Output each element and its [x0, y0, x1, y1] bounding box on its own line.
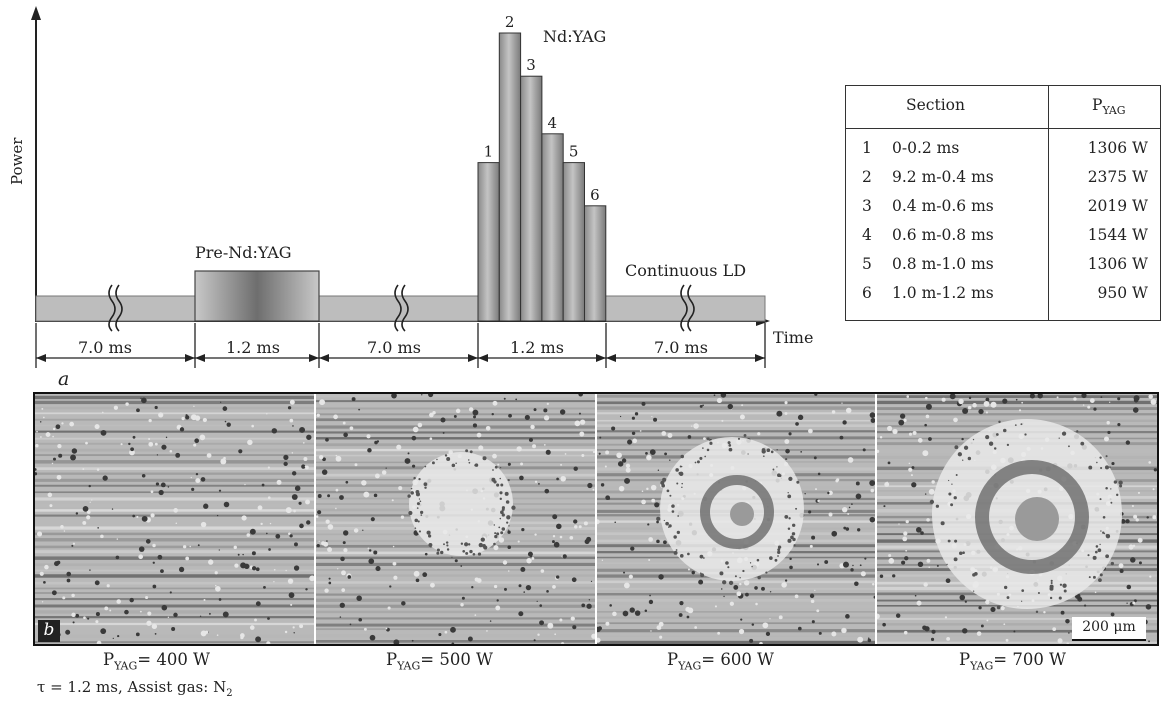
pulse-bar-1	[477, 162, 500, 322]
duration-label-4: 1.2 ms	[510, 338, 564, 357]
table-header-power-main: P	[1092, 96, 1103, 114]
table-cell-number: 2	[862, 168, 872, 186]
caption-400w: PYAG= 400 W	[103, 650, 210, 672]
table-cell-number: 1	[862, 139, 872, 157]
duration-arrowheads	[36, 354, 765, 362]
table-row: 1 0-0.2 ms 1306 W	[846, 139, 1160, 163]
caption-700w-main: P	[959, 650, 971, 669]
table-cell-power: 950 W	[1097, 284, 1148, 302]
micrograph-700w	[877, 394, 1157, 644]
pulse-bar-number-1: 1	[484, 143, 494, 161]
table-cell-section: 0.4 m-0.6 ms	[892, 197, 994, 215]
micrograph-400w	[35, 394, 314, 644]
caption-600w-value: = 600 W	[701, 650, 775, 669]
y-axis-arrow	[31, 6, 41, 20]
table-row: 5 0.8 m-1.0 ms 1306 W	[846, 255, 1160, 279]
pulse-bar-3	[520, 75, 543, 322]
caption-700w-sub: YAG	[970, 659, 994, 673]
caption-400w-value: = 400 W	[137, 650, 211, 669]
pulse-bar-2	[498, 32, 522, 322]
pulse-bar-5	[562, 162, 586, 322]
caption-500w-value: = 500 W	[420, 650, 494, 669]
caption-400w-sub: YAG	[114, 659, 138, 673]
duration-label-2: 1.2 ms	[226, 338, 280, 357]
pulse-bar-4	[541, 133, 564, 322]
duration-markers	[35, 323, 766, 368]
table-cell-number: 4	[862, 226, 872, 244]
table-row: 4 0.6 m-0.8 ms 1544 W	[846, 226, 1160, 250]
caption-700w: PYAG= 700 W	[959, 650, 1066, 672]
x-axis-label: Time	[773, 328, 813, 347]
caption-500w: PYAG= 500 W	[386, 650, 493, 672]
table-cell-section: 1.0 m-1.2 ms	[892, 284, 994, 302]
table-row: 6 1.0 m-1.2 ms 950 W	[846, 284, 1160, 308]
table-cell-power: 1544 W	[1087, 226, 1148, 244]
footnote-text: τ = 1.2 ms, Assist gas: N	[37, 678, 227, 696]
panel-a-label: a	[58, 368, 69, 390]
table-header-section: Section	[906, 96, 965, 114]
table-cell-power: 2019 W	[1087, 197, 1148, 215]
duration-label-1: 7.0 ms	[78, 338, 132, 357]
power-section-table: Section PYAG 1 0-0.2 ms 1306 W 2 9.2 m-0.4 m…	[845, 85, 1161, 321]
pulse-bar-number-4: 4	[548, 114, 558, 132]
table-header-power-sub: YAG	[1102, 104, 1126, 118]
table-row: 2 9.2 m-0.4 ms 2375 W	[846, 168, 1160, 192]
table-cell-number: 6	[862, 284, 872, 302]
table-cell-power: 1306 W	[1087, 139, 1148, 157]
y-axis-label: Power	[8, 137, 26, 185]
table-cell-section: 9.2 m-0.4 ms	[892, 168, 994, 186]
caption-600w-main: P	[667, 650, 679, 669]
table-header-power: PYAG	[1092, 96, 1126, 117]
footnote: τ = 1.2 ms, Assist gas: N2	[37, 678, 233, 699]
table-header	[846, 86, 1160, 129]
table-cell-power: 2375 W	[1087, 168, 1148, 186]
caption-400w-main: P	[103, 650, 115, 669]
break-marks	[108, 284, 695, 332]
ndyag-label: Nd:YAG	[543, 27, 606, 46]
table-cell-power: 1306 W	[1087, 255, 1148, 273]
scale-bar: 200 μm	[1072, 617, 1146, 641]
panel-b-label: b	[38, 620, 60, 642]
pre-ndyag-block	[194, 270, 320, 322]
continuous-ld-label: Continuous LD	[625, 261, 746, 280]
ndyag-pulse-bars: 1 2 3 45 6	[477, 13, 607, 322]
table-cell-number: 3	[862, 197, 872, 215]
pulse-bar-6	[584, 205, 607, 322]
table-row: 3 0.4 m-0.6 ms 2019 W	[846, 197, 1160, 221]
caption-600w: PYAG= 600 W	[667, 650, 774, 672]
table-cell-section: 0.6 m-0.8 ms	[892, 226, 994, 244]
micrograph-500w	[316, 394, 595, 644]
caption-700w-value: = 700 W	[993, 650, 1067, 669]
caption-500w-sub: YAG	[397, 659, 421, 673]
footnote-sub: 2	[226, 688, 233, 699]
duration-label-3: 7.0 ms	[367, 338, 421, 357]
pulse-bar-number-2: 2	[505, 13, 515, 31]
table-cell-number: 5	[862, 255, 872, 273]
pulse-bar-number-6: 6	[590, 186, 600, 204]
table-divider	[1048, 86, 1049, 320]
caption-500w-main: P	[386, 650, 398, 669]
micrograph-600w	[597, 394, 875, 644]
table-cell-section: 0-0.2 ms	[892, 139, 960, 157]
pulse-bar-number-5: 5	[569, 143, 579, 161]
pulse-bar-number-3: 3	[526, 56, 536, 74]
duration-label-5: 7.0 ms	[654, 338, 708, 357]
micrograph-strip-frame	[33, 392, 1159, 646]
table-cell-section: 0.8 m-1.0 ms	[892, 255, 994, 273]
pre-ndyag-label: Pre-Nd:YAG	[195, 243, 292, 262]
caption-600w-sub: YAG	[678, 659, 702, 673]
